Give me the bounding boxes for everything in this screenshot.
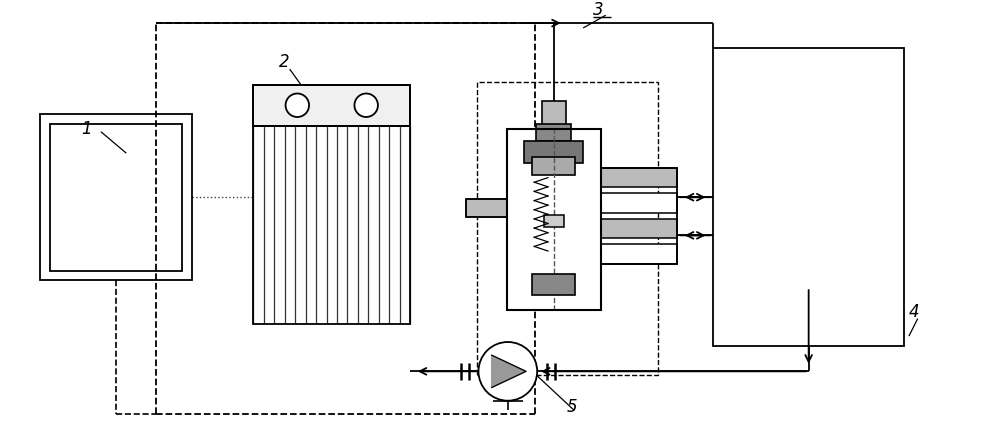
Bar [507, 129, 601, 310]
Text: 2: 2 [279, 53, 290, 71]
Bar [601, 193, 677, 213]
Text: 4: 4 [909, 302, 920, 321]
Bar [532, 157, 575, 175]
Bar [507, 129, 601, 310]
Text: 5: 5 [567, 398, 577, 416]
Bar [536, 124, 571, 141]
Bar [477, 82, 658, 375]
Bar [713, 48, 904, 346]
Bar [542, 102, 566, 129]
Bar [601, 219, 677, 238]
Circle shape [354, 93, 378, 117]
Bar [544, 215, 564, 226]
Bar [466, 199, 507, 217]
Bar [50, 124, 182, 270]
Bar [532, 273, 575, 295]
Bar [253, 85, 410, 126]
Bar [466, 199, 507, 217]
Bar [253, 85, 410, 126]
Text: 1: 1 [81, 120, 92, 138]
Polygon shape [492, 355, 526, 388]
Bar [601, 168, 677, 264]
Bar [253, 126, 410, 324]
Bar [601, 244, 677, 264]
Bar [601, 168, 677, 187]
Bar [40, 114, 192, 280]
Bar [524, 141, 583, 163]
Text: 3: 3 [593, 1, 604, 19]
Circle shape [478, 342, 537, 401]
Circle shape [286, 93, 309, 117]
